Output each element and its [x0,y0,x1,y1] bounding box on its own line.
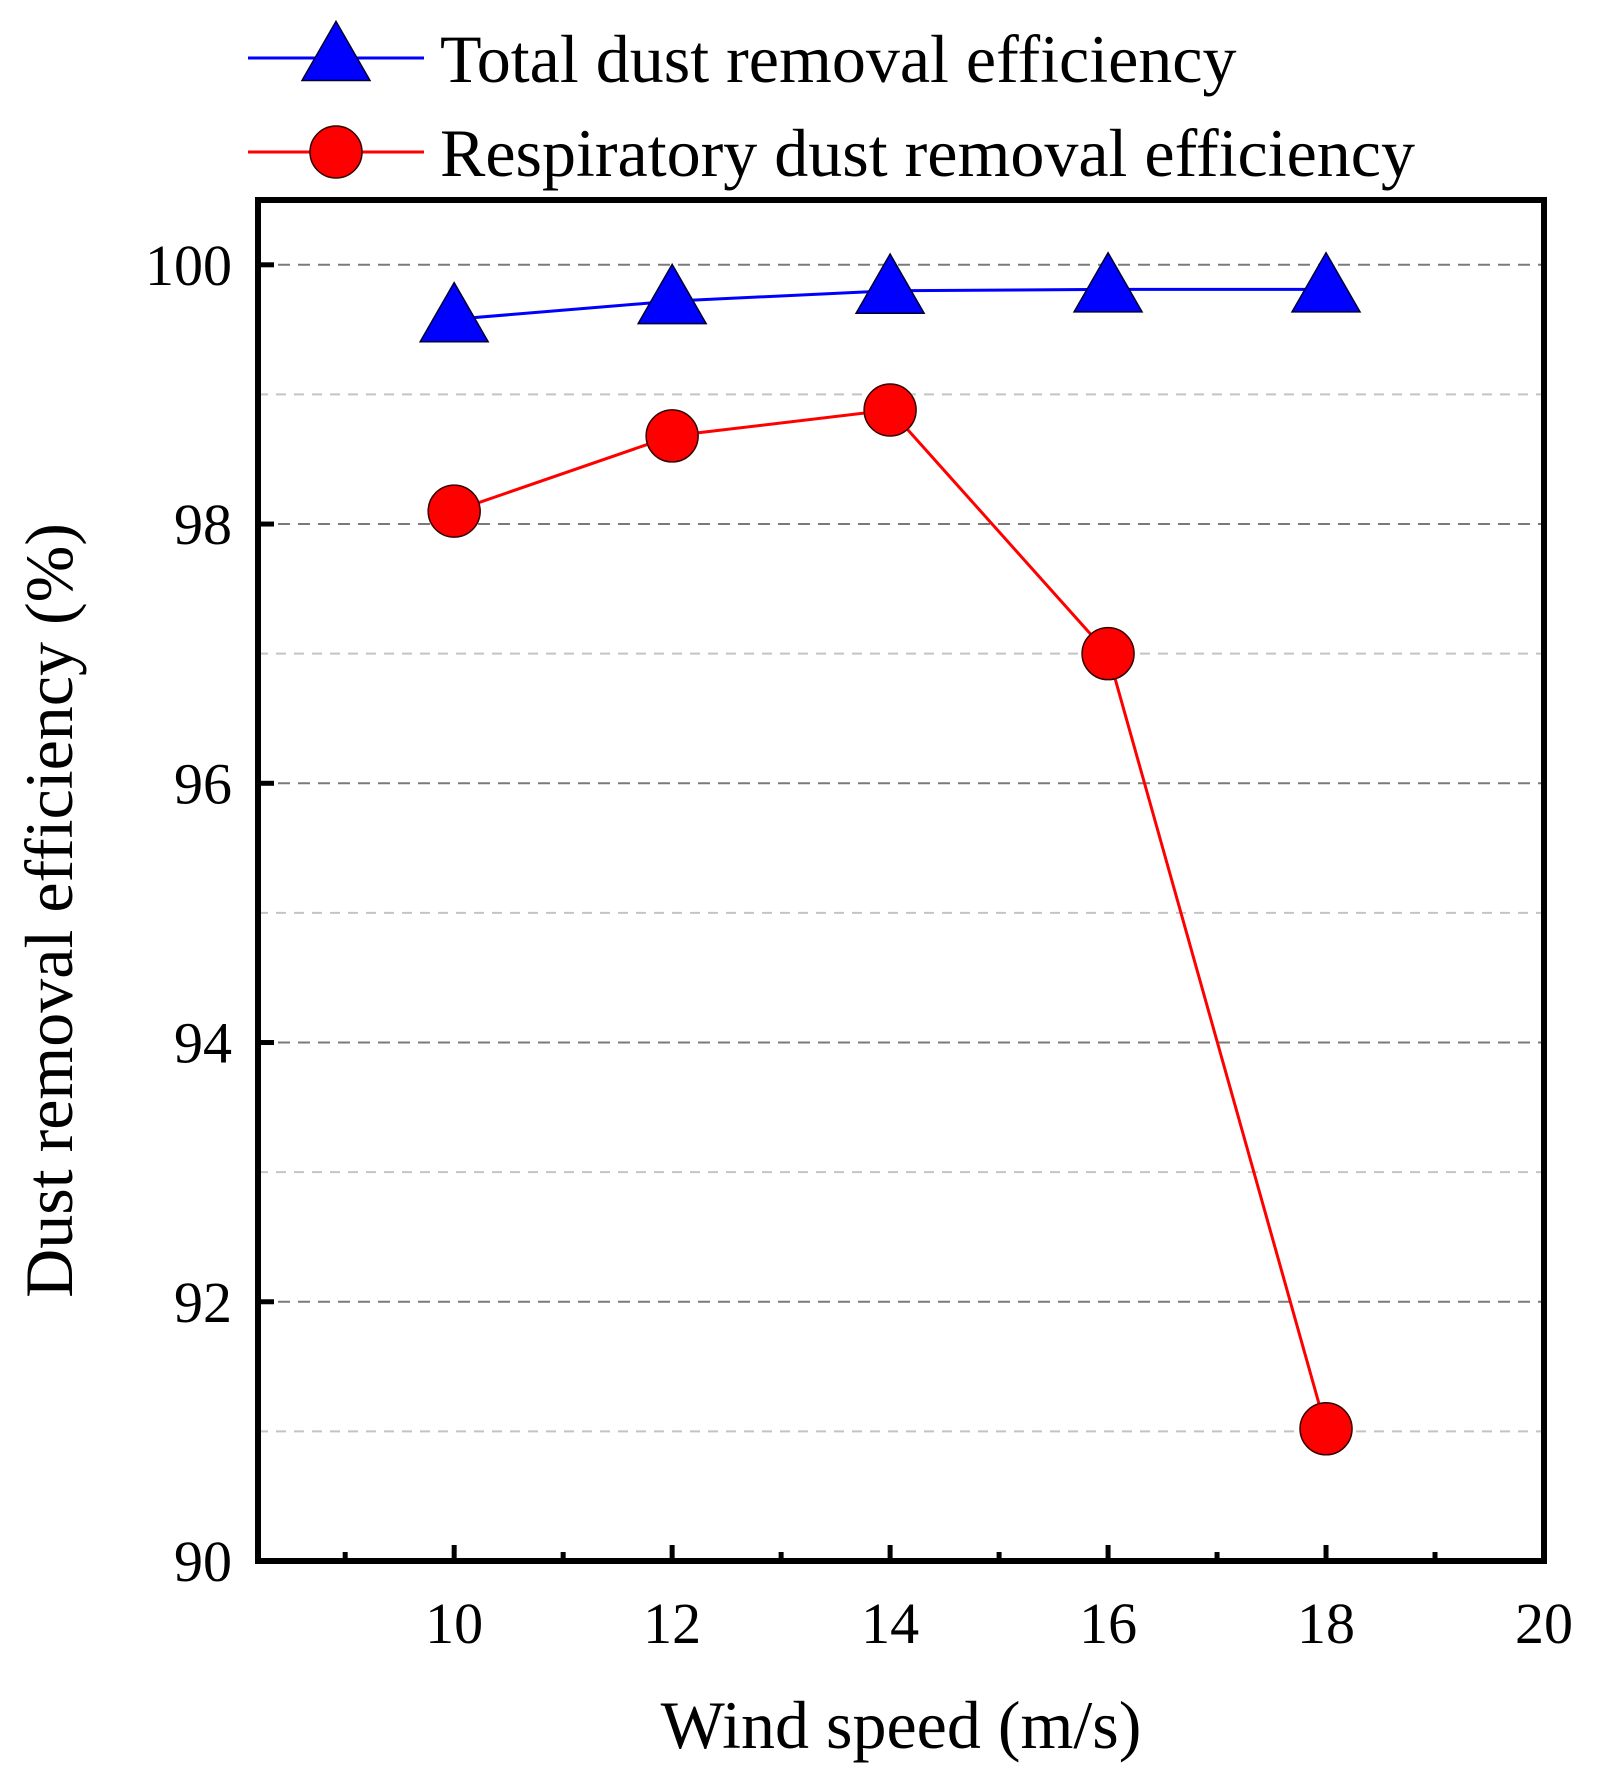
data-point-circle [863,383,917,437]
data-point-triangle [1072,251,1144,313]
series-line [453,408,1328,1430]
legend: Total dust removal efficiency Respiratory… [248,19,1415,191]
data-point-triangle [636,262,708,325]
x-tick-label: 16 [1079,1591,1137,1656]
x-axis-title: Wind speed (m/s) [661,1687,1142,1763]
plot-frame [255,197,1547,1564]
x-tick-label: 12 [643,1591,701,1656]
data-point-triangle [1290,251,1362,313]
axes: 10 12 14 16 18 20 90 92 94 96 98 100 [145,233,1573,1656]
x-tick-label: 18 [1297,1591,1355,1656]
series-layer [418,251,1362,1456]
series-total [418,251,1362,343]
x-tick-label: 20 [1515,1591,1573,1656]
y-tick-label: 90 [174,1529,232,1594]
legend-circle-marker [309,125,363,179]
legend-item: Total dust removal efficiency [248,19,1236,97]
gridlines [258,263,1544,1433]
data-point-circle [427,484,481,538]
y-tick-label: 94 [174,1011,232,1076]
y-axis-title: Dust removal efficiency (%) [11,523,87,1298]
legend-label: Respiratory dust removal efficiency [440,115,1415,191]
data-point-circle [1081,626,1135,681]
y-tick-label: 100 [145,233,232,298]
legend-triangle-marker [300,19,372,82]
legend-label: Total dust removal efficiency [440,21,1236,97]
x-tick-label: 10 [425,1591,483,1656]
y-tick-label: 98 [174,492,232,557]
y-tick-label: 96 [174,751,232,816]
series-respiratory [427,383,1353,1456]
data-point-triangle [854,252,926,314]
y-tick-label: 92 [174,1270,232,1335]
x-tick-label: 14 [861,1591,919,1656]
legend-item: Respiratory dust removal efficiency [248,115,1415,191]
data-point-circle [1299,1402,1353,1456]
data-point-triangle [418,281,490,343]
data-point-circle [645,409,699,463]
